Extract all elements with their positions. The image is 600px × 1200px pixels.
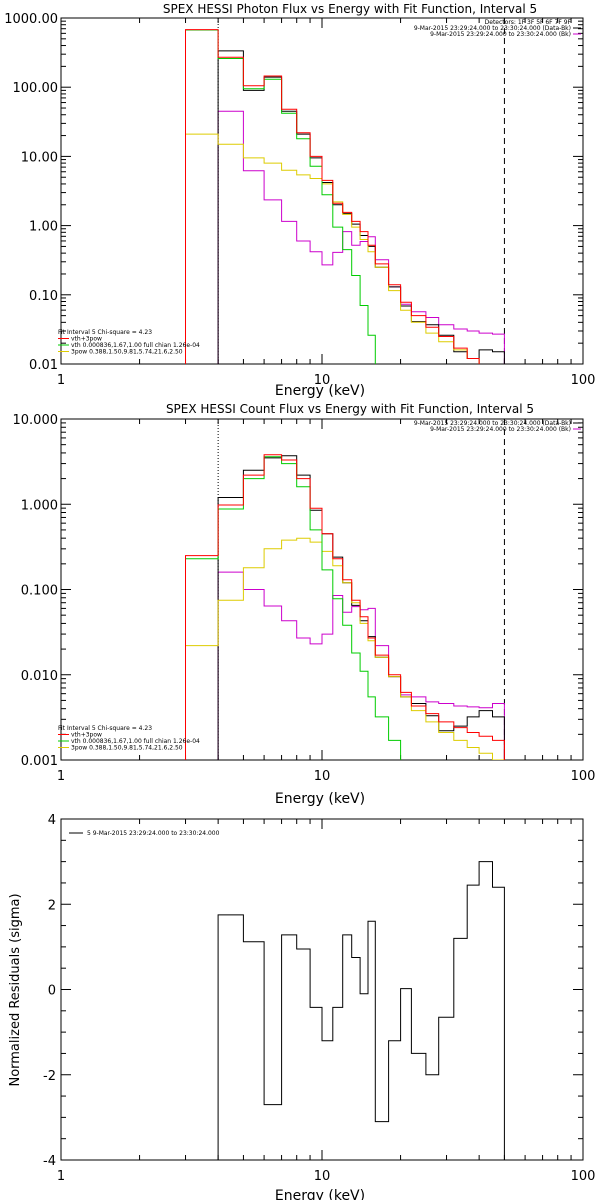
- y-tick-label: 2: [48, 898, 56, 913]
- residuals-panel: Energy (keV) Normalized Residuals (sigma…: [8, 813, 595, 1200]
- legend-entry: vth+3pow: [71, 336, 102, 343]
- y-tick-label: 10.000: [13, 413, 59, 428]
- series-group: [217, 861, 505, 1160]
- photon-flux-xlabel: Energy (keV): [275, 383, 365, 399]
- x-tick-label: 10: [314, 769, 331, 784]
- y-tick-label: 1.000: [21, 498, 58, 513]
- y-tick-label: 4: [48, 813, 56, 828]
- x-tick-label: 1: [57, 769, 65, 784]
- series-line-3: [217, 50, 505, 364]
- y-tick-label: 0.01: [29, 358, 58, 373]
- legend-entry: 9-Mar-2015 23:29:24.000 to 23:30:24.000 …: [414, 25, 571, 32]
- series-line-0: [185, 454, 505, 760]
- series-line-4: [217, 110, 505, 364]
- series-line-1: [185, 456, 402, 760]
- legend-entry: 9-Mar-2015 23:29:24.000 to 23:30:24.000 …: [430, 31, 571, 38]
- residuals-xlabel: Energy (keV): [275, 1188, 365, 1200]
- y-tick-label: 1.00: [29, 220, 58, 235]
- x-tick-label: 100: [571, 769, 596, 784]
- y-tick-label: 0: [48, 984, 56, 999]
- legend-entry: 3pow 0.388,1.50,9.81,5.74,21.6,2.50: [71, 745, 183, 752]
- y-tick-label: 0.10: [29, 289, 58, 304]
- count-flux-xlabel: Energy (keV): [275, 791, 365, 807]
- x-tick-label: 100: [571, 373, 596, 388]
- x-tick-label: 10: [314, 1169, 331, 1184]
- y-tick-label: 0.010: [21, 669, 58, 684]
- legend-entry: 5 9-Mar-2015 23:29:24.000 to 23:30:24.00…: [87, 830, 220, 837]
- y-tick-label: 100.00: [13, 81, 59, 96]
- legend-entry: vth+3pow: [71, 732, 102, 739]
- series-line-0: [185, 29, 480, 364]
- legend-entry: 3pow 0.388,1.50,9.81,5.74,21.6,2.50: [71, 349, 183, 356]
- series-line-4: [217, 571, 505, 760]
- count-flux-title: SPEX HESSI Count Flux vs Energy with Fit…: [166, 402, 534, 416]
- legend-entry: 9-Mar-2015 23:29:24.000 to 23:30:24.000 …: [430, 426, 571, 433]
- x-tick-label: 1: [57, 373, 65, 388]
- y-tick-label: 10.00: [21, 150, 58, 165]
- series-line-1: [185, 29, 376, 364]
- y-tick-label: 1000.00: [4, 12, 58, 27]
- y-tick-label: -2: [43, 1069, 56, 1084]
- count-flux-panel: SPEX HESSI Count Flux vs Energy with Fit…: [13, 402, 596, 807]
- legend-entry: Fit Interval 5 Chi-square = 4.23: [58, 725, 152, 732]
- series-line-2: [185, 537, 505, 760]
- legend-entry: Fit Interval 5 Chi-square = 4.23: [58, 329, 152, 336]
- photon-flux-panel: SPEX HESSI Photon Flux vs Energy with Fi…: [4, 2, 595, 399]
- legend-entry: vth 0.000836,1.67,1.00 full chian 1.26e-…: [71, 342, 200, 349]
- x-tick-label: 100: [571, 1169, 596, 1184]
- legend-entry: Detectors: 1F 3F 5F 6F 7F 9F: [485, 19, 572, 26]
- residuals-ylabel: Normalized Residuals (sigma): [8, 893, 23, 1086]
- photon-flux-title: SPEX HESSI Photon Flux vs Energy with Fi…: [163, 2, 537, 16]
- x-tick-label: 1: [57, 1169, 65, 1184]
- series-group: [185, 454, 505, 760]
- legend-entry: vth 0.000836,1.67,1.00 full chian 1.26e-…: [71, 738, 200, 745]
- series-line-2: [185, 133, 480, 364]
- y-tick-label: 0.100: [21, 584, 58, 599]
- legend-entry: 9-Mar-2015 23:29:24.000 to 23:30:24.000 …: [414, 420, 571, 427]
- y-tick-label: -4: [43, 1154, 56, 1169]
- x-tick-label: 10: [314, 373, 331, 388]
- series-line-0: [217, 861, 505, 1160]
- series-group: [185, 29, 505, 364]
- series-line-3: [217, 455, 505, 760]
- y-tick-label: 0.001: [21, 754, 58, 769]
